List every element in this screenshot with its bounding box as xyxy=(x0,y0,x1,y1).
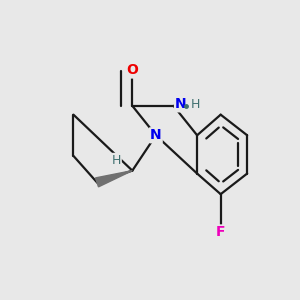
Text: N: N xyxy=(150,128,162,142)
Text: F: F xyxy=(216,225,225,239)
Text: H: H xyxy=(190,98,200,111)
Text: O: O xyxy=(126,64,138,77)
Text: N: N xyxy=(175,98,187,111)
Text: H: H xyxy=(112,154,121,167)
Polygon shape xyxy=(95,171,132,187)
